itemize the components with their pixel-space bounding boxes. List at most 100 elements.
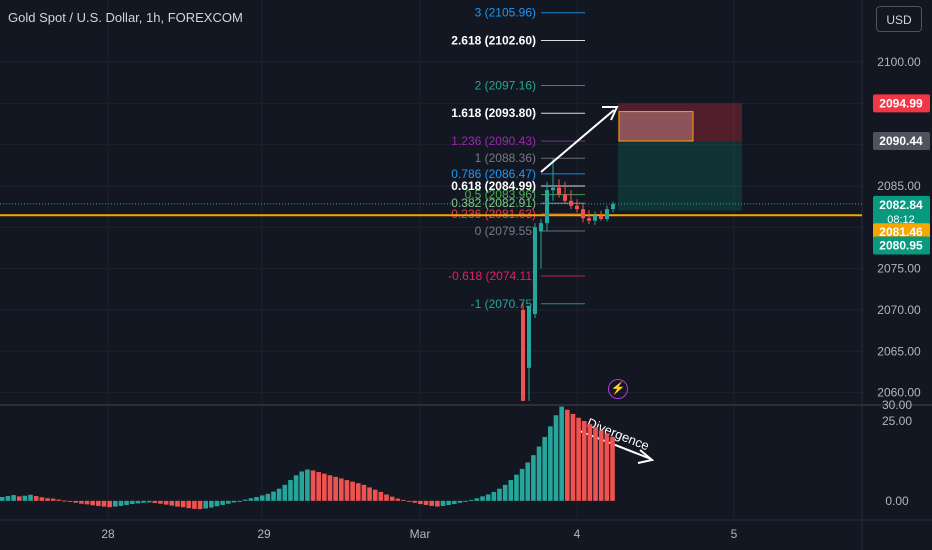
entry-box — [618, 111, 694, 142]
price-axis: 2060.002065.002070.002075.002080.002085.… — [877, 55, 921, 508]
histogram-bar — [429, 500, 434, 506]
histogram-bar — [610, 436, 615, 501]
candle-body — [557, 187, 561, 195]
candle-body — [575, 205, 579, 210]
histogram-bar — [265, 493, 271, 501]
histogram-bar — [565, 409, 570, 501]
price-tick: 2065.00 — [877, 344, 921, 358]
candle-body — [593, 215, 597, 221]
histogram-bar — [480, 496, 485, 501]
histogram-bar — [485, 494, 491, 501]
histogram-bar — [209, 500, 214, 508]
histogram-bar — [418, 500, 423, 505]
chart-title: Gold Spot / U.S. Dollar, 1h, FOREXCOM — [8, 10, 243, 25]
histogram-bar — [129, 500, 135, 505]
histogram-bar — [282, 484, 288, 501]
histogram-bar — [435, 500, 440, 507]
candle-body — [545, 190, 549, 224]
histogram-bar — [276, 488, 282, 501]
price-tag — [873, 236, 930, 255]
histogram-bar — [576, 417, 581, 501]
histogram-bar — [118, 500, 124, 506]
histogram-bar — [197, 500, 203, 510]
price-tick: 2060.00 — [877, 386, 921, 400]
candles-group — [521, 158, 615, 401]
histogram-bar — [525, 462, 531, 501]
histogram-bar — [220, 500, 225, 505]
price-tag-value: 2082.84 — [879, 198, 923, 212]
histogram-bar — [474, 498, 480, 501]
price-tag-countdown: 08:12 — [887, 214, 915, 226]
histogram-bar — [367, 487, 372, 501]
histogram-bar — [293, 475, 299, 501]
price-tick: 2085.00 — [877, 179, 921, 193]
histogram-bar — [11, 495, 16, 501]
histogram-bar — [203, 500, 208, 509]
divergence-arrow-head — [637, 449, 655, 464]
histogram-bar — [124, 500, 129, 505]
histogram-bar — [395, 498, 401, 501]
histogram-bar — [175, 500, 180, 507]
histogram-bar — [62, 500, 67, 502]
histogram-bar — [570, 413, 576, 501]
fib-label: 3 (2105.96) — [475, 6, 536, 20]
histogram-bar — [587, 424, 593, 501]
candle-body — [605, 209, 609, 220]
histogram-bar — [305, 469, 310, 501]
candle-body — [563, 194, 567, 201]
histogram-bar — [468, 499, 474, 501]
stop-loss-zone — [618, 103, 742, 142]
histogram-bar — [372, 489, 378, 501]
histogram-bar — [39, 497, 45, 501]
histogram-bar — [378, 491, 384, 501]
position-boxes — [618, 103, 742, 211]
histogram-bar — [316, 472, 321, 501]
candle-body — [587, 218, 591, 221]
lightning-icon[interactable]: ⚡ — [608, 379, 628, 399]
histogram-bar — [107, 500, 112, 508]
price-tag-value: 2090.44 — [879, 134, 923, 148]
histogram-bar — [327, 475, 333, 501]
histogram-bar — [508, 480, 514, 501]
histogram-bar — [135, 500, 141, 504]
histogram-bar — [604, 433, 610, 501]
price-tag-value: 2081.46 — [879, 225, 923, 239]
price-line — [0, 203, 862, 217]
histogram-bar — [536, 446, 542, 501]
histogram-bar — [598, 430, 604, 501]
histogram-bar — [28, 494, 33, 501]
histogram-bar — [16, 496, 22, 501]
histogram-bar — [333, 476, 338, 501]
histogram-bar — [259, 495, 265, 501]
histogram-bar — [146, 500, 152, 503]
histogram-bar — [299, 471, 305, 501]
fib-label: 0.618 (2084.99) — [451, 179, 536, 193]
histogram-bar — [355, 483, 361, 501]
currency-button[interactable]: USD — [876, 6, 922, 32]
histogram-bar — [22, 495, 28, 501]
histogram-bar — [288, 480, 293, 501]
price-tick: 2070.00 — [877, 303, 921, 317]
histogram-bar — [531, 455, 536, 501]
price-tag — [873, 195, 930, 228]
histogram-group — [0, 406, 615, 510]
histogram-bar — [322, 473, 327, 501]
candle-body — [539, 223, 543, 232]
histogram-bar — [101, 500, 107, 507]
histogram-bar — [446, 500, 451, 505]
histogram-bar — [186, 500, 192, 509]
time-tick: 4 — [574, 527, 581, 541]
histogram-bar — [84, 500, 90, 505]
oscillator-tick: 30.00 — [882, 398, 912, 412]
fib-label: 0.236 (2081.63) — [451, 207, 536, 221]
time-tick: 5 — [731, 527, 738, 541]
histogram-bar — [67, 500, 73, 502]
candle-body — [533, 227, 537, 315]
projection-arrow — [540, 109, 615, 173]
histogram-bar — [519, 468, 525, 501]
histogram-bar — [141, 500, 146, 503]
histogram-bar — [406, 500, 412, 502]
histogram-bar — [389, 496, 395, 501]
